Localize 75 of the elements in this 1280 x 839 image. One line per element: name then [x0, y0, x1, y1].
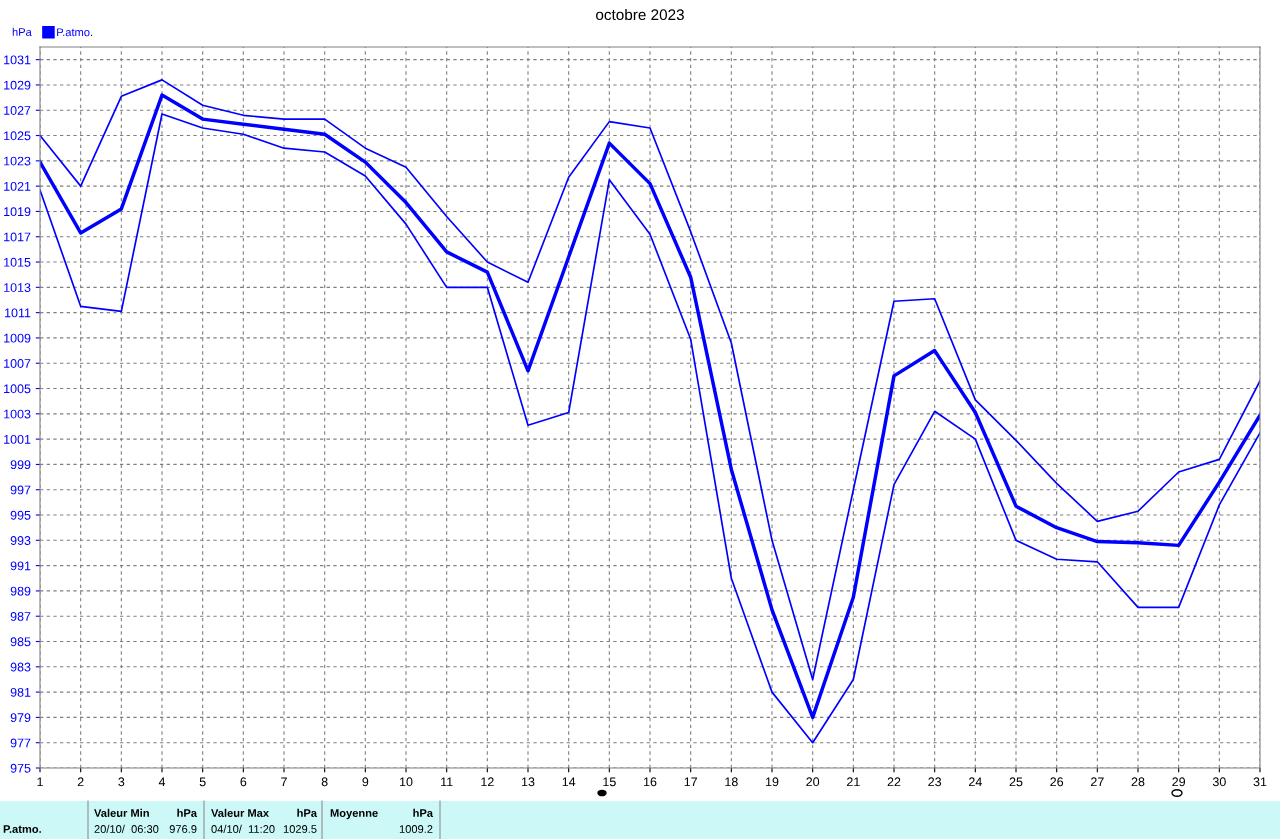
- text: Valeur Max: [211, 808, 269, 817]
- text: 976.9: [169, 825, 197, 833]
- x-tick-label: 17: [684, 777, 697, 787]
- y-tick-label: 995: [10, 510, 31, 520]
- x-tick-label: 2: [77, 777, 84, 787]
- y-tick-label: 1013: [4, 283, 31, 292]
- x-tick-label: 15: [603, 777, 616, 787]
- y-tick-label: 1007: [4, 359, 31, 368]
- y-tick-label: 1029: [4, 80, 31, 90]
- x-tick-label: 23: [928, 777, 942, 787]
- y-tick-label: 991: [10, 561, 31, 571]
- x-tick-label: 28: [1131, 777, 1145, 787]
- y-tick-label: 1009: [4, 333, 31, 343]
- x-tick-label: 20: [806, 777, 820, 787]
- x-tick-label: 14: [562, 777, 576, 787]
- x-tick-label: 11: [441, 777, 453, 787]
- y-tick-label: 983: [10, 662, 31, 672]
- x-tick-label: 25: [1009, 777, 1023, 787]
- y-tick-label: 999: [10, 460, 31, 470]
- y-axis-title: hPa: [12, 27, 32, 36]
- text: 1009.2: [399, 825, 433, 833]
- x-tick-label: 27: [1091, 777, 1104, 787]
- x-tick-label: 16: [644, 777, 657, 787]
- text: 20/10/ 06:30: [94, 824, 159, 833]
- text: hPa: [413, 808, 434, 817]
- y-tick-label: 987: [10, 612, 31, 621]
- text: hPa: [177, 808, 198, 817]
- x-tick-label: 8: [321, 777, 328, 787]
- x-tick-label: 24: [969, 777, 982, 787]
- x-tick-label: 19: [766, 777, 779, 787]
- y-tick-label: 1001: [4, 434, 31, 444]
- x-tick-label: 4: [158, 777, 166, 787]
- y-tick-label: 1003: [4, 409, 31, 419]
- text: hPa: [297, 808, 318, 817]
- y-tick-label: 1015: [4, 257, 31, 267]
- y-tick-label: 989: [10, 586, 31, 596]
- y-tick-label: 977: [10, 738, 31, 748]
- y-tick-label: 975: [10, 763, 31, 773]
- y-tick-label: 1021: [4, 181, 31, 191]
- x-tick-label: 26: [1050, 777, 1064, 787]
- y-tick-label: 985: [10, 637, 31, 647]
- x-tick-label: 21: [847, 777, 860, 787]
- x-tick-label: 13: [522, 777, 535, 787]
- text: Valeur Min: [94, 808, 149, 817]
- x-tick-label: 10: [400, 777, 413, 787]
- x-tick-label: 5: [199, 777, 206, 787]
- y-tick-label: 1011: [5, 308, 31, 318]
- x-tick-label: 22: [887, 777, 901, 787]
- y-tick-label: 1019: [4, 207, 31, 217]
- legend-label: P.atmo.: [57, 28, 93, 37]
- text: P.atmo.: [3, 825, 41, 833]
- y-tick-label: 1027: [4, 106, 31, 115]
- y-tick-label: 1023: [4, 156, 31, 166]
- x-tick-label: 29: [1172, 777, 1186, 787]
- x-tick-label: 30: [1212, 777, 1226, 787]
- y-tick-label: 1031: [4, 55, 31, 65]
- chart-title: octobre 2023: [596, 8, 684, 21]
- x-tick-label: 18: [725, 777, 738, 787]
- y-tick-label: 1025: [4, 131, 31, 141]
- text: 04/10/ 11:20: [211, 824, 275, 833]
- text: Moyenne: [330, 809, 378, 820]
- y-tick-label: 997: [10, 485, 31, 495]
- y-tick-label: 981: [10, 687, 31, 697]
- y-tick-label: 1017: [4, 232, 31, 242]
- x-tick-label: 31: [1253, 777, 1267, 787]
- x-tick-label: 1: [37, 777, 43, 787]
- x-tick-label: 6: [240, 777, 247, 787]
- y-tick-label: 979: [10, 713, 31, 723]
- y-tick-label: 1005: [4, 384, 31, 394]
- y-tick-label: 993: [10, 536, 31, 545]
- x-tick-label: 7: [281, 777, 287, 787]
- x-tick-label: 12: [481, 777, 494, 787]
- x-tick-label: 9: [362, 777, 369, 787]
- text: 1029.5: [283, 825, 317, 833]
- x-tick-label: 3: [118, 777, 125, 787]
